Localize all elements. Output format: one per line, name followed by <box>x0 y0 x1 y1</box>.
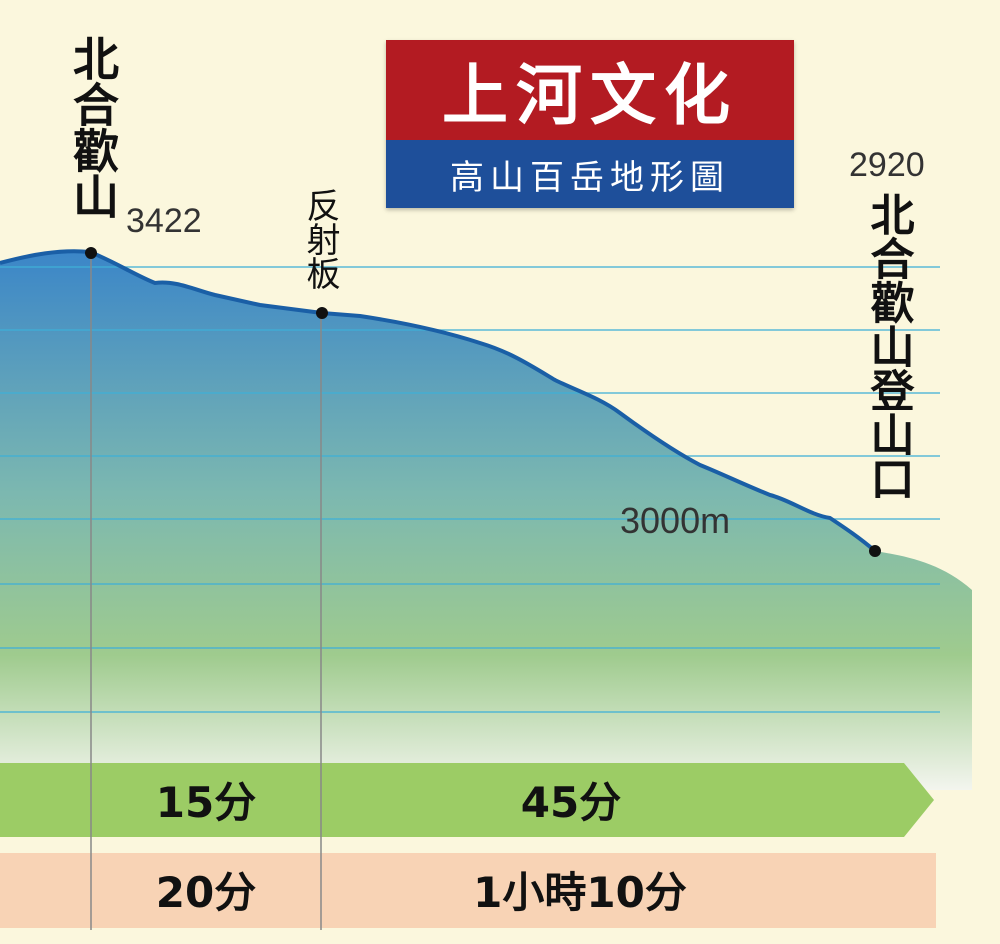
waypoint-label-reflector: 反射板 <box>300 188 340 290</box>
waypoint-dot-reflector <box>316 307 328 319</box>
ascent-time-bar <box>0 763 934 837</box>
ascent-time-segment-2: 45分 <box>521 778 621 827</box>
descent-time-segment-2: 1小時10分 <box>473 868 687 917</box>
waypoint-dot-beiheshan <box>85 247 97 259</box>
elevation-gridlines <box>0 266 940 713</box>
descent-time-segment-1: 20分 <box>156 868 256 917</box>
elevation-profile-line <box>0 249 877 553</box>
waypoint-label-beiheshan: 北合歡山 <box>66 35 120 219</box>
contour-label-3000: 3000m <box>620 500 730 541</box>
waypoint-elevation-trailhead: 2920 <box>849 146 925 184</box>
waypoint-label-trailhead: 北合歡山登山口 <box>863 192 916 500</box>
descent-time-bar <box>0 853 936 928</box>
waypoint-elevation-beiheshan: 3422 <box>126 202 202 240</box>
publisher-logo: 上河文化 高山百岳地形圖 <box>386 40 794 208</box>
ascent-time-segment-1: 15分 <box>156 778 256 827</box>
terrain-fill <box>0 251 972 790</box>
publisher-name: 上河文化 <box>386 40 794 140</box>
waypoint-dot-trailhead <box>869 545 881 557</box>
series-name: 高山百岳地形圖 <box>386 140 794 208</box>
